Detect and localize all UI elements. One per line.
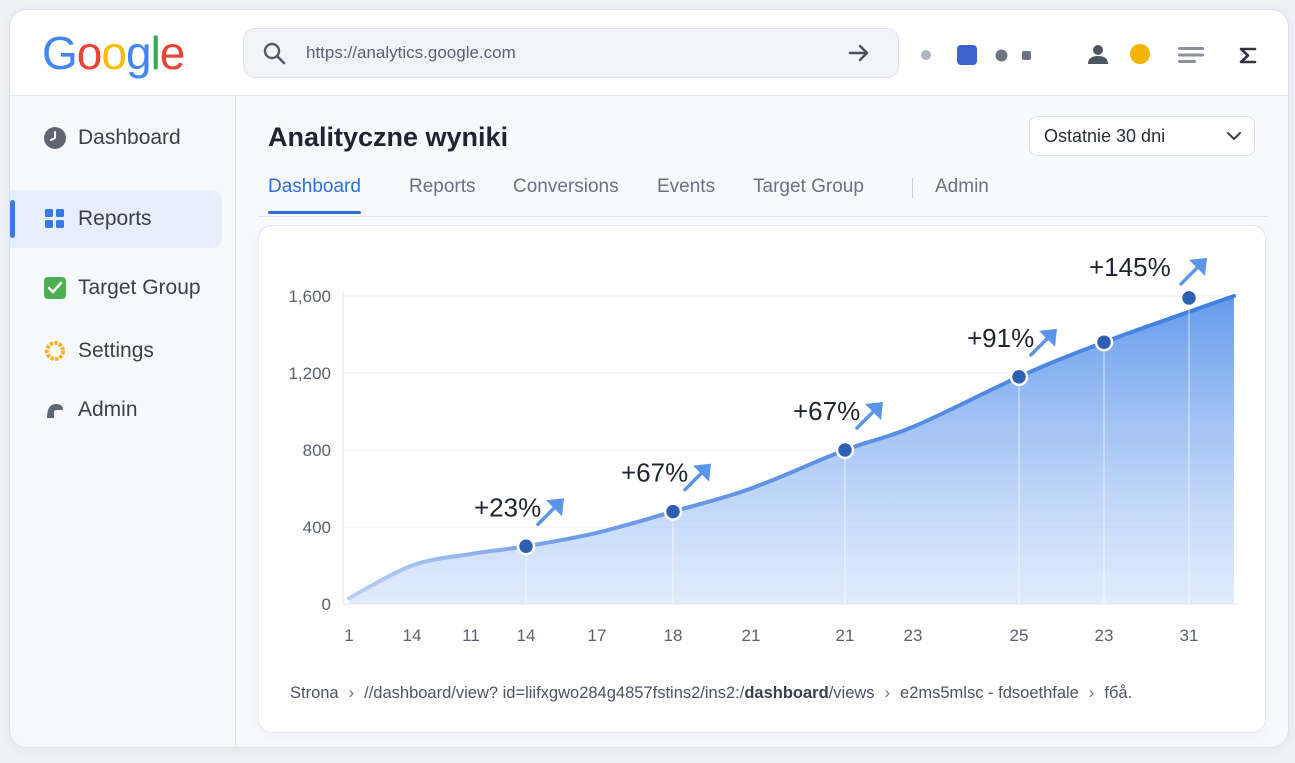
growth-arrowhead-icon <box>1039 328 1057 347</box>
growth-label: +23% <box>474 492 541 522</box>
x-tick-label: 23 <box>904 626 923 645</box>
sidebar-item-settings[interactable]: Settings <box>10 322 222 380</box>
dot-icon[interactable] <box>995 49 1008 62</box>
tab-bar: Dashboard Reports Conversions Events Tar… <box>258 170 1267 217</box>
breadcrumb-segment[interactable]: e2ms5mlsc - fdsoethfale <box>900 684 1079 702</box>
data-point[interactable] <box>835 440 855 460</box>
date-range-value: Ostatnie 30 dni <box>1044 126 1166 146</box>
logo-letter: o <box>76 27 103 79</box>
date-range-select[interactable]: Ostatnie 30 dni <box>1029 116 1255 156</box>
page-title: Analityczne wyniki <box>268 122 509 152</box>
small-square-icon[interactable] <box>1022 51 1031 60</box>
admin-icon <box>47 404 63 418</box>
sidebar-item-label: Reports <box>78 207 152 230</box>
data-point[interactable] <box>663 502 683 521</box>
checkbox-icon <box>44 277 66 299</box>
growth-arrowhead-icon <box>865 402 883 420</box>
breadcrumb-path-prefix[interactable]: //dashboard/view? id=liifxgwo284g4857fst… <box>364 684 745 702</box>
x-tick-label: 11 <box>462 626 480 645</box>
data-point[interactable] <box>1094 332 1114 352</box>
breadcrumb-segment[interactable]: fбå. <box>1104 684 1133 702</box>
area-fill <box>349 296 1234 604</box>
sidebar-item-admin[interactable]: Admin <box>10 381 222 439</box>
data-point[interactable] <box>1179 288 1199 308</box>
tab-target-group[interactable]: Target Group <box>753 176 864 197</box>
growth-arrowhead-icon <box>546 498 564 517</box>
series-line <box>347 294 1236 601</box>
growth-label: +67% <box>621 458 688 488</box>
x-tick-label: 18 <box>664 626 683 645</box>
sigma-icon[interactable] <box>1239 47 1257 64</box>
y-tick-label: 1,600 <box>288 287 331 306</box>
chart-card: 0 400 800 1,200 1,600 +23% +67% +67% +91% +145% 1 1… <box>258 225 1266 733</box>
clock-icon <box>44 127 66 149</box>
breadcrumb-separator: › <box>884 684 891 702</box>
tab-events[interactable]: Events <box>657 176 716 197</box>
arrow-right-icon[interactable] <box>848 42 870 64</box>
growth-label: +67% <box>793 396 860 426</box>
x-tick-label: 14 <box>517 626 536 645</box>
grid-icon <box>45 209 64 228</box>
sidebar-item-label: Settings <box>78 339 154 362</box>
x-tick-label: 25 <box>1010 626 1029 645</box>
x-tick-label: 21 <box>836 626 855 645</box>
sidebar-item-label: Target Group <box>78 276 201 299</box>
y-tick-label: 1,200 <box>288 364 331 383</box>
growth-arrowhead-icon <box>693 463 711 482</box>
breadcrumb-path-suffix[interactable]: /views <box>828 684 875 702</box>
breadcrumb-root[interactable]: Strona <box>290 684 339 702</box>
top-bar: Google https://analytics.google.com <box>10 10 1288 96</box>
data-point[interactable] <box>516 537 536 556</box>
growth-arrowhead-icon <box>1189 257 1207 276</box>
sidebar-item-dashboard[interactable]: Dashboard <box>10 109 222 167</box>
tab-reports[interactable]: Reports <box>409 176 476 197</box>
y-tick-label: 400 <box>303 518 331 537</box>
logo-letter: l <box>150 27 161 79</box>
logo-letter: G <box>42 27 78 79</box>
tab-admin[interactable]: Admin <box>935 176 989 197</box>
url-text[interactable]: https://analytics.google.com <box>306 43 516 62</box>
sidebar-item-label: Admin <box>78 398 138 421</box>
growth-label: +91% <box>967 323 1034 353</box>
menu-icon[interactable] <box>1178 46 1204 64</box>
logo-letter: g <box>125 27 152 79</box>
x-tick-label: 17 <box>588 626 607 645</box>
logo-letter: o <box>101 27 127 79</box>
breadcrumb: Strona › //dashboard/view? id=liifxgwo284g… <box>290 684 1132 703</box>
x-tick-label: 23 <box>1095 626 1114 645</box>
y-tick-label: 0 <box>322 595 331 614</box>
dot-icon[interactable] <box>920 49 932 61</box>
square-icon[interactable] <box>956 44 978 66</box>
x-tick-label: 1 <box>344 626 353 645</box>
x-tick-label: 14 <box>403 626 422 645</box>
search-icon <box>263 42 286 65</box>
x-tick-label: 31 <box>1180 626 1199 645</box>
data-point[interactable] <box>1009 367 1029 387</box>
tab-dashboard[interactable]: Dashboard <box>268 170 361 214</box>
sidebar-item-reports[interactable]: Reports <box>10 190 222 248</box>
address-bar[interactable]: https://analytics.google.com <box>243 28 899 78</box>
sidebar-item-target-group[interactable]: Target Group <box>10 259 222 317</box>
x-tick-label: 21 <box>742 626 761 645</box>
browser-window: Google https://analytics.google.com <box>9 9 1289 748</box>
breadcrumb-path-bold[interactable]: dashboard <box>744 684 829 702</box>
growth-label: +145% <box>1089 252 1171 282</box>
yellow-dot-icon[interactable] <box>1129 43 1151 65</box>
chevron-down-icon <box>1227 132 1241 140</box>
breadcrumb-separator: › <box>1088 684 1095 702</box>
tab-conversions[interactable]: Conversions <box>513 176 619 197</box>
sidebar-item-label: Dashboard <box>78 126 181 149</box>
sidebar: Dashboard Reports Target Group Setting <box>10 96 236 747</box>
google-logo[interactable]: Google <box>42 26 186 80</box>
logo-letter: e <box>159 27 186 79</box>
gear-icon <box>45 341 65 361</box>
user-icon[interactable] <box>1086 42 1110 66</box>
y-tick-label: 800 <box>303 441 331 460</box>
tab-divider <box>912 178 913 198</box>
breadcrumb-separator: › <box>348 684 355 702</box>
